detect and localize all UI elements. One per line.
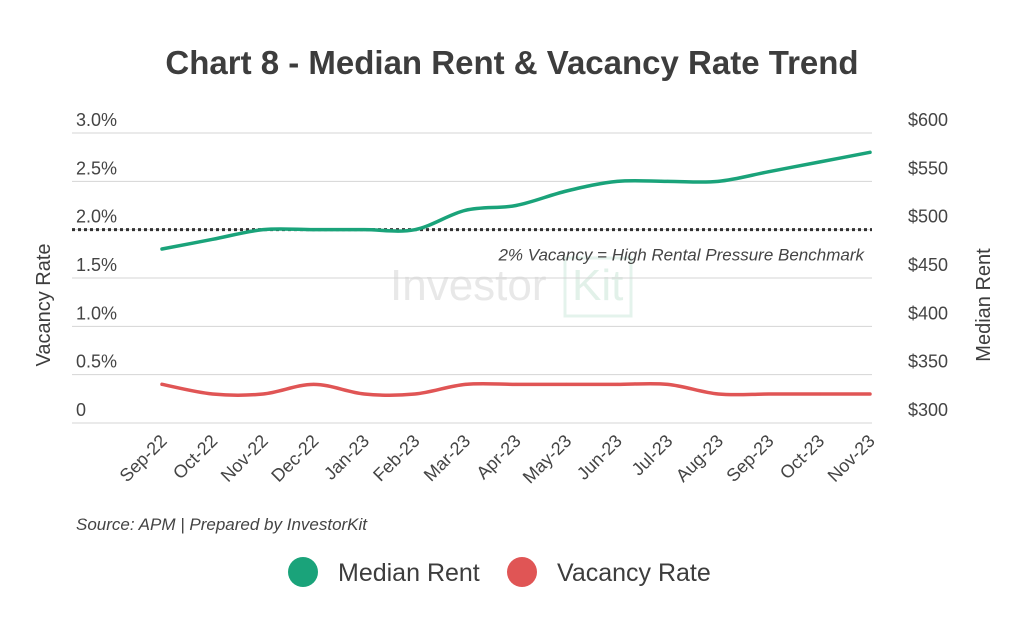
median-rent-point bbox=[312, 228, 316, 232]
x-tick-label: Dec-22 bbox=[267, 431, 322, 486]
median-rent-point bbox=[868, 150, 872, 154]
vacancy-rate-point bbox=[565, 382, 569, 386]
vacancy-rate-point bbox=[160, 382, 164, 386]
x-tick-label: May-23 bbox=[519, 431, 576, 488]
median-rent-point bbox=[211, 237, 215, 241]
x-tick-label: Nov-22 bbox=[217, 431, 272, 486]
left-tick-label: 0 bbox=[76, 400, 86, 420]
right-tick-label: $300 bbox=[908, 400, 948, 420]
source-note: Source: APM | Prepared by InvestorKit bbox=[76, 515, 368, 534]
median-rent-point bbox=[160, 247, 164, 251]
right-tick-label: $500 bbox=[908, 207, 948, 227]
median-rent-point bbox=[261, 228, 265, 232]
vacancy-rate-point bbox=[716, 392, 720, 396]
vacancy-rate-point bbox=[615, 382, 619, 386]
chart-title: Chart 8 - Median Rent & Vacancy Rate Tre… bbox=[165, 44, 858, 81]
median-rent-line bbox=[160, 150, 872, 251]
x-tick-label: Feb-23 bbox=[369, 431, 423, 485]
x-tick-label: Jan-23 bbox=[320, 431, 373, 484]
right-tick-label: $400 bbox=[908, 303, 948, 323]
right-axis-title: Median Rent bbox=[973, 248, 995, 362]
reference-line-group: 2% Vacancy = High Rental Pressure Benchm… bbox=[72, 228, 872, 265]
legend-marker-median-rent bbox=[288, 557, 318, 587]
vacancy-rate-point bbox=[211, 392, 215, 396]
x-tick-label: Sep-23 bbox=[722, 431, 777, 486]
median-rent-point bbox=[514, 204, 518, 207]
x-tick-label: Sep-22 bbox=[116, 431, 171, 486]
left-tick-label: 2.5% bbox=[76, 158, 117, 178]
left-tick-label: 1.5% bbox=[76, 255, 117, 275]
x-tick-label: Oct-23 bbox=[776, 431, 828, 483]
median-rent-point bbox=[615, 179, 619, 183]
left-tick-label: 3.0% bbox=[76, 110, 117, 130]
right-axis-ticks: $300 $350 $400 $450 $500 $550 $600 bbox=[908, 110, 948, 420]
vacancy-rate-point bbox=[362, 392, 366, 396]
x-tick-label: Oct-22 bbox=[169, 431, 221, 483]
x-tick-label: Aug-23 bbox=[672, 431, 727, 486]
vacancy-rate-point bbox=[413, 392, 417, 396]
svg-text:Kit: Kit bbox=[572, 261, 623, 310]
legend: Median Rent Vacancy Rate bbox=[288, 557, 711, 587]
median-rent-point bbox=[413, 228, 417, 232]
legend-label-vacancy-rate: Vacancy Rate bbox=[557, 559, 711, 587]
median-rent-point bbox=[362, 228, 366, 232]
x-tick-label: Jun-23 bbox=[573, 431, 626, 484]
vacancy-rate-point bbox=[767, 392, 771, 396]
vacancy-rate-point bbox=[666, 382, 670, 386]
median-rent-point bbox=[767, 170, 771, 174]
right-tick-label: $450 bbox=[908, 255, 948, 275]
reference-line-label: 2% Vacancy = High Rental Pressure Benchm… bbox=[497, 246, 865, 265]
x-tick-label: Apr-23 bbox=[472, 431, 524, 483]
x-tick-label: Nov-23 bbox=[824, 431, 879, 486]
left-tick-label: 2.0% bbox=[76, 207, 117, 227]
vacancy-rate-point bbox=[312, 382, 316, 386]
median-rent-point bbox=[716, 179, 720, 183]
left-axis-title: Vacancy Rate bbox=[33, 243, 55, 366]
median-rent-point bbox=[565, 189, 569, 193]
left-tick-label: 1.0% bbox=[76, 303, 117, 323]
svg-text:Investor: Investor bbox=[390, 261, 547, 310]
median-rent-point bbox=[463, 208, 467, 212]
legend-label-median-rent: Median Rent bbox=[338, 559, 480, 587]
left-tick-label: 0.5% bbox=[76, 352, 117, 372]
median-rent-point bbox=[817, 160, 821, 164]
vacancy-rate-point bbox=[817, 392, 821, 396]
investorkit-watermark: Investor Kit bbox=[390, 256, 633, 318]
vacancy-rate-point bbox=[261, 392, 265, 396]
median-rent-point bbox=[666, 179, 670, 183]
x-tick-label: Jul-23 bbox=[628, 431, 677, 480]
vacancy-rate-point bbox=[514, 382, 518, 386]
series-lines bbox=[160, 150, 872, 397]
right-tick-label: $550 bbox=[908, 158, 948, 178]
left-axis-ticks: 0 0.5% 1.0% 1.5% 2.0% 2.5% 3.0% bbox=[76, 110, 117, 420]
right-tick-label: $350 bbox=[908, 352, 948, 372]
legend-marker-vacancy-rate bbox=[507, 557, 537, 587]
vacancy-rate-point bbox=[463, 382, 467, 386]
right-tick-label: $600 bbox=[908, 110, 948, 130]
vacancy-rate-point bbox=[868, 392, 872, 396]
x-tick-label: Mar-23 bbox=[420, 431, 474, 485]
x-axis-ticks: Sep-22Oct-22Nov-22Dec-22Jan-23Feb-23Mar-… bbox=[116, 431, 879, 488]
